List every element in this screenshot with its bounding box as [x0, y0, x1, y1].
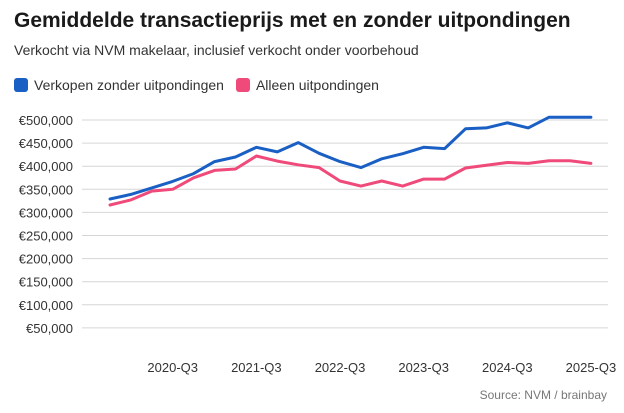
chart-subtitle: Verkocht via NVM makelaar, inclusief ver… — [14, 42, 419, 58]
legend: Verkopen zonder uitpondingen Alleen uitp… — [14, 76, 391, 94]
chart-title: Gemiddelde transactieprijs met en zonder… — [14, 9, 571, 32]
legend-label-series-1: Verkopen zonder uitpondingen — [34, 77, 224, 93]
x-tick-label: 2025-Q3 — [566, 360, 617, 375]
legend-label-series-2: Alleen uitpondingen — [255, 77, 379, 93]
y-tick-label: €400,000 — [19, 159, 73, 174]
x-tick-label: 2024-Q3 — [482, 360, 533, 375]
x-tick-label: 2021-Q3 — [231, 360, 282, 375]
y-tick-label: €300,000 — [19, 205, 73, 220]
legend-item-series-1[interactable]: Verkopen zonder uitpondingen — [14, 77, 224, 93]
y-tick-label: €500,000 — [19, 113, 73, 128]
series-line-1 — [108, 115, 593, 201]
source-note: Source: NVM / brainbay — [479, 388, 607, 402]
series-line-2 — [108, 154, 593, 207]
legend-swatch-series-1 — [14, 78, 28, 92]
y-tick-label: €200,000 — [19, 252, 73, 267]
legend-item-series-2[interactable]: Alleen uitpondingen — [235, 77, 379, 93]
x-tick-label: 2023-Q3 — [398, 360, 449, 375]
y-tick-label: €450,000 — [19, 136, 73, 151]
x-tick-label: 2022-Q3 — [315, 360, 366, 375]
y-tick-label: €100,000 — [19, 298, 73, 313]
y-tick-label: €150,000 — [19, 275, 73, 290]
y-tick-label: €350,000 — [19, 182, 73, 197]
y-tick-label: €50,000 — [26, 321, 73, 336]
y-tick-label: €250,000 — [19, 229, 73, 244]
legend-swatch-series-2 — [235, 78, 250, 92]
x-tick-label: 2020-Q3 — [147, 360, 198, 375]
